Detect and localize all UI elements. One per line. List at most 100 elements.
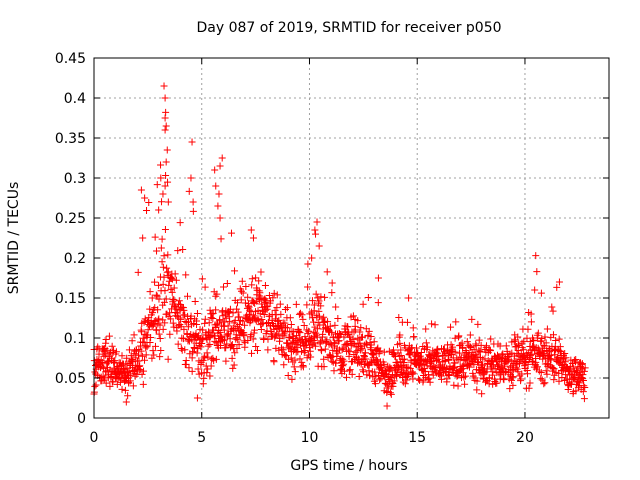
data-point	[332, 303, 340, 311]
data-point	[185, 187, 193, 195]
data-point	[514, 368, 522, 376]
data-point	[515, 340, 523, 348]
data-point	[410, 333, 418, 341]
data-point	[185, 364, 193, 372]
data-point	[400, 355, 408, 363]
data-point	[108, 342, 116, 350]
data-point	[139, 380, 147, 388]
data-point	[485, 374, 493, 382]
y-tick-label: 0	[77, 411, 86, 427]
data-point	[463, 338, 471, 346]
data-point	[581, 383, 589, 391]
data-point	[241, 321, 249, 329]
data-point	[426, 378, 434, 386]
data-point	[317, 302, 325, 310]
data-point	[137, 186, 145, 194]
data-point	[296, 355, 304, 363]
data-point	[170, 296, 178, 304]
data-point	[255, 277, 263, 285]
data-point	[174, 247, 182, 255]
data-point	[180, 325, 188, 333]
data-point	[160, 252, 168, 260]
chart-title: Day 087 of 2019, SRMTID for receiver p05…	[196, 20, 501, 36]
data-point	[327, 328, 335, 336]
data-point	[530, 337, 538, 345]
data-point	[549, 331, 557, 339]
data-point	[233, 299, 241, 307]
data-point	[515, 360, 523, 368]
data-point	[274, 330, 282, 338]
data-point	[304, 260, 312, 268]
data-point	[406, 350, 414, 358]
data-point	[532, 358, 540, 366]
data-point	[109, 378, 117, 386]
data-point	[97, 364, 105, 372]
data-point	[176, 219, 184, 227]
data-point	[397, 351, 405, 359]
data-point	[344, 323, 352, 331]
data-point	[332, 359, 340, 367]
data-point	[313, 325, 321, 333]
data-point	[213, 320, 221, 328]
data-point	[144, 326, 152, 334]
data-point	[206, 372, 214, 380]
data-point	[149, 347, 157, 355]
data-point	[272, 344, 280, 352]
data-point	[331, 339, 339, 347]
data-point	[159, 263, 167, 271]
data-point	[431, 321, 439, 329]
data-point	[159, 190, 167, 198]
data-point	[212, 306, 220, 314]
data-point	[323, 336, 331, 344]
data-point	[462, 372, 470, 380]
data-point	[581, 364, 589, 372]
data-point	[164, 198, 172, 206]
data-point	[179, 335, 187, 343]
data-point	[359, 300, 367, 308]
data-point	[138, 370, 146, 378]
data-point	[230, 361, 238, 369]
data-point	[396, 331, 404, 339]
data-point	[330, 367, 338, 375]
data-point	[549, 307, 557, 315]
data-point	[91, 382, 99, 390]
data-point	[364, 294, 372, 302]
data-point	[124, 392, 132, 400]
data-point	[466, 331, 474, 339]
data-point	[204, 365, 212, 373]
data-point	[349, 335, 357, 343]
data-point	[514, 333, 522, 341]
data-point	[496, 342, 504, 350]
data-point	[91, 361, 99, 369]
data-point	[146, 339, 154, 347]
data-point	[155, 281, 163, 289]
data-point	[374, 357, 382, 365]
data-point	[345, 367, 353, 375]
data-point	[331, 321, 339, 329]
data-point	[226, 305, 234, 313]
data-point	[328, 289, 336, 297]
data-point	[296, 309, 304, 317]
data-point	[260, 311, 268, 319]
data-point	[101, 351, 109, 359]
data-point	[198, 340, 206, 348]
data-point	[103, 367, 111, 375]
data-point	[555, 278, 563, 286]
data-point	[400, 359, 408, 367]
data-point	[320, 355, 328, 363]
tick-labels: 0 0.05 0.1 0.15 0.2 0.25 0.3 0.35 0.4 0.45 0 5 10 15 2…	[55, 51, 534, 446]
data-point	[333, 352, 341, 360]
data-point	[366, 372, 374, 380]
data-point	[150, 317, 158, 325]
data-point	[534, 329, 542, 337]
data-point	[321, 293, 329, 301]
data-point	[540, 380, 548, 388]
data-point	[187, 174, 195, 182]
data-point	[417, 348, 425, 356]
data-point	[348, 370, 356, 378]
data-point	[122, 398, 130, 406]
data-point	[203, 349, 211, 357]
data-point	[580, 395, 588, 403]
data-point	[211, 166, 219, 174]
data-point	[252, 342, 260, 350]
